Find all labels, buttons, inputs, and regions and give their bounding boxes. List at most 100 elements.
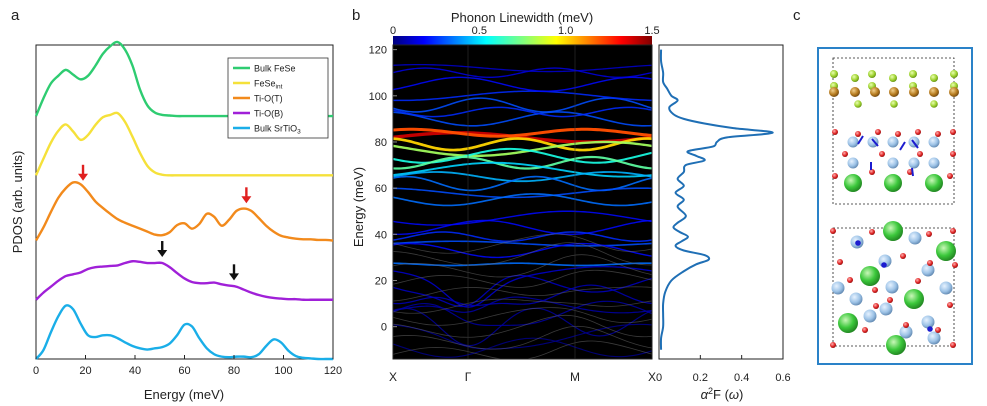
band-line-26 <box>393 284 652 307</box>
pdos-curve-4 <box>35 304 333 361</box>
atom-82 <box>950 342 956 348</box>
pdos-x-tick-label-2: 40 <box>129 365 141 377</box>
pdos-arrow-group <box>78 164 252 281</box>
atom-12 <box>850 87 860 97</box>
atom-11 <box>829 87 839 97</box>
atom-39 <box>917 151 923 157</box>
atom-83 <box>873 303 879 309</box>
atom-29 <box>928 157 940 169</box>
band-line-low-0 <box>393 340 652 359</box>
atom-76 <box>872 287 878 293</box>
band-line-21 <box>393 240 652 247</box>
atom-49 <box>936 241 956 261</box>
atom-73 <box>952 262 958 268</box>
pdos-x-tick-label-3: 60 <box>178 365 190 377</box>
atom-14 <box>889 87 899 97</box>
pdos-arrow-head-1 <box>241 196 252 204</box>
displacement-arrow-5 <box>911 167 914 177</box>
atom-44 <box>947 173 953 179</box>
band-y-tick-label-5: 100 <box>369 91 387 103</box>
band-x-tick-label-2: M <box>570 370 580 384</box>
pdos-curve-3 <box>35 260 333 301</box>
band-line-low-6 <box>393 269 652 288</box>
atom-57 <box>921 263 935 277</box>
atom-3 <box>889 74 897 82</box>
atom-70 <box>926 231 932 237</box>
band-line-14 <box>393 67 652 78</box>
atom-51 <box>904 289 924 309</box>
atom-38 <box>879 151 885 157</box>
band-line-low-5 <box>393 286 652 302</box>
colorbar <box>393 36 652 45</box>
band-line-31 <box>393 337 652 358</box>
atom-21 <box>847 136 859 148</box>
band-line-low-2 <box>393 314 652 338</box>
atom-0 <box>830 70 838 78</box>
pdos-x-tick-label-4: 80 <box>228 365 240 377</box>
band-line-low-4 <box>393 298 652 314</box>
atom-42 <box>869 169 875 175</box>
atom-58 <box>831 281 845 295</box>
colorbar-ticks: 0 0.5 1.0 1.5 <box>390 25 660 37</box>
a2f-x-label-close: ) <box>739 387 743 402</box>
atom-74 <box>847 277 853 283</box>
band-line-low-3 <box>393 307 652 326</box>
atom-4 <box>909 70 917 78</box>
band-y-tick-label-6: 120 <box>369 45 387 57</box>
band-plot-frame <box>392 44 653 360</box>
atom-60 <box>849 292 863 306</box>
atom-61 <box>885 280 899 294</box>
colorbar-tick-label-1: 0.5 <box>472 25 487 37</box>
band-line-22 <box>393 242 652 259</box>
a2f-x-label-sup: 2 <box>708 386 713 396</box>
atom-81 <box>830 342 836 348</box>
a2f-x-label: α2F (ω) <box>701 386 744 402</box>
atom-68 <box>950 228 956 234</box>
band-line-low-9 <box>393 233 652 254</box>
atom-25 <box>928 136 940 148</box>
a2f-x-tick-label-2: 0.4 <box>734 372 749 384</box>
atom-45 <box>844 174 862 192</box>
pdos-curve-2 <box>34 181 334 242</box>
atom-85 <box>927 260 933 266</box>
band-lines-group <box>393 45 652 359</box>
atom-16 <box>929 87 939 97</box>
atom-63 <box>863 309 877 323</box>
band-y-axis: 0 20 40 60 80 100 120 <box>369 45 397 334</box>
atom-80 <box>903 322 909 328</box>
crystal-structure <box>817 47 973 365</box>
pdos-legend-box <box>227 57 329 139</box>
pdos-legend-subscript-4: 3 <box>297 129 301 136</box>
band-line-low-8 <box>393 242 652 266</box>
displacement-arrow-0 <box>857 135 864 145</box>
atom-18 <box>854 100 862 108</box>
pdos-legend-entries: Bulk FeSe FeSeint Ti-O(T) Ti-O(B) Bulk SrTiO… <box>233 64 301 136</box>
atom-group <box>829 70 959 355</box>
band-line-19 <box>393 219 652 236</box>
pdos-legend-label-4: Bulk SrTiO3 <box>254 124 301 136</box>
atom-84 <box>887 297 893 303</box>
pdos-arrow-head-2 <box>157 250 168 258</box>
atom-27 <box>887 157 899 169</box>
atom-37 <box>842 151 848 157</box>
colorbar-tick-label-2: 1.0 <box>558 25 573 37</box>
atom-87 <box>855 240 861 246</box>
atom-35 <box>935 131 941 137</box>
band-y-label: Energy (meV) <box>351 167 366 247</box>
pdos-legend-label-1: FeSeint <box>254 79 283 91</box>
band-line-3 <box>393 140 652 158</box>
displacement-arrow-1 <box>871 138 879 147</box>
pdos-x-tick-label-1: 20 <box>79 365 91 377</box>
atom-50 <box>860 266 880 286</box>
panel-label-c: c <box>793 7 801 24</box>
atom-79 <box>935 327 941 333</box>
atom-67 <box>830 228 836 234</box>
band-line-28 <box>393 300 652 327</box>
atom-28 <box>908 157 920 169</box>
atom-30 <box>832 129 838 135</box>
a2f-x-label-alpha: α <box>701 387 709 402</box>
pdos-legend: Bulk FeSe FeSeint Ti-O(T) Ti-O(B) Bulk SrTiO… <box>227 57 329 139</box>
pdos-arrow-head-0 <box>78 173 89 181</box>
atom-23 <box>887 136 899 148</box>
